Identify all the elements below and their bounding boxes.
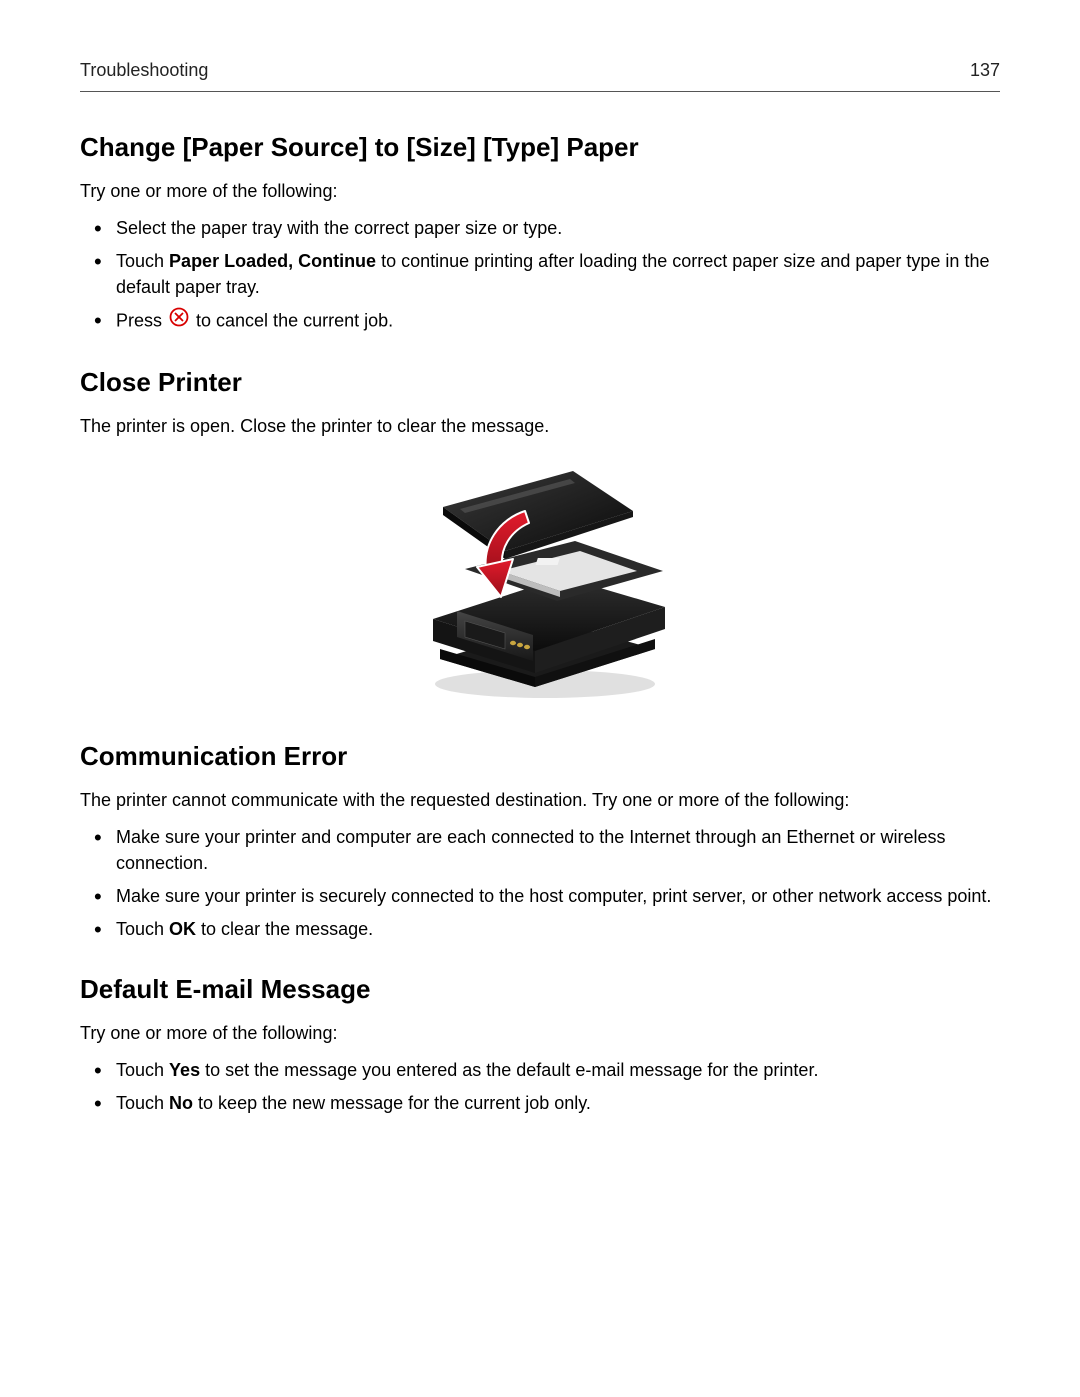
section1-bullets: Select the paper tray with the correct p…: [80, 216, 1000, 335]
list-item: Select the paper tray with the correct p…: [116, 216, 1000, 241]
text: to clear the message.: [196, 919, 373, 939]
text: to cancel the current job.: [191, 310, 393, 330]
section4-bullets: Touch Yes to set the message you entered…: [80, 1058, 1000, 1116]
header-page-number: 137: [970, 60, 1000, 81]
bold-text: OK: [169, 919, 196, 939]
section-heading-close-printer: Close Printer: [80, 367, 1000, 398]
list-item: Touch Yes to set the message you entered…: [116, 1058, 1000, 1083]
section2-intro: The printer is open. Close the printer t…: [80, 414, 1000, 439]
printer-image: [80, 459, 1000, 709]
text: to keep the new message for the current …: [193, 1093, 591, 1113]
list-item: Make sure your printer is securely conne…: [116, 884, 1000, 909]
text: Press: [116, 310, 167, 330]
list-item: Press to cancel the current job.: [116, 308, 1000, 335]
section3-bullets: Make sure your printer and computer are …: [80, 825, 1000, 942]
section-heading-change-paper: Change [Paper Source] to [Size] [Type] P…: [80, 132, 1000, 163]
page-header: Troubleshooting 137: [80, 60, 1000, 92]
section3-intro: The printer cannot communicate with the …: [80, 788, 1000, 813]
text: Touch: [116, 1093, 169, 1113]
section1-intro: Try one or more of the following:: [80, 179, 1000, 204]
text: to set the message you entered as the de…: [200, 1060, 818, 1080]
section-heading-communication-error: Communication Error: [80, 741, 1000, 772]
cancel-icon: [169, 307, 189, 334]
text: Touch: [116, 919, 169, 939]
bold-text: Yes: [169, 1060, 200, 1080]
section-heading-default-email: Default E‑mail Message: [80, 974, 1000, 1005]
text: Touch: [116, 251, 169, 271]
bold-text: No: [169, 1093, 193, 1113]
list-item: Touch OK to clear the message.: [116, 917, 1000, 942]
bold-text: Paper Loaded, Continue: [169, 251, 376, 271]
text: Touch: [116, 1060, 169, 1080]
list-item: Touch Paper Loaded, Continue to continue…: [116, 249, 1000, 299]
section4-intro: Try one or more of the following:: [80, 1021, 1000, 1046]
header-section: Troubleshooting: [80, 60, 208, 81]
list-item: Make sure your printer and computer are …: [116, 825, 1000, 875]
list-item: Touch No to keep the new message for the…: [116, 1091, 1000, 1116]
